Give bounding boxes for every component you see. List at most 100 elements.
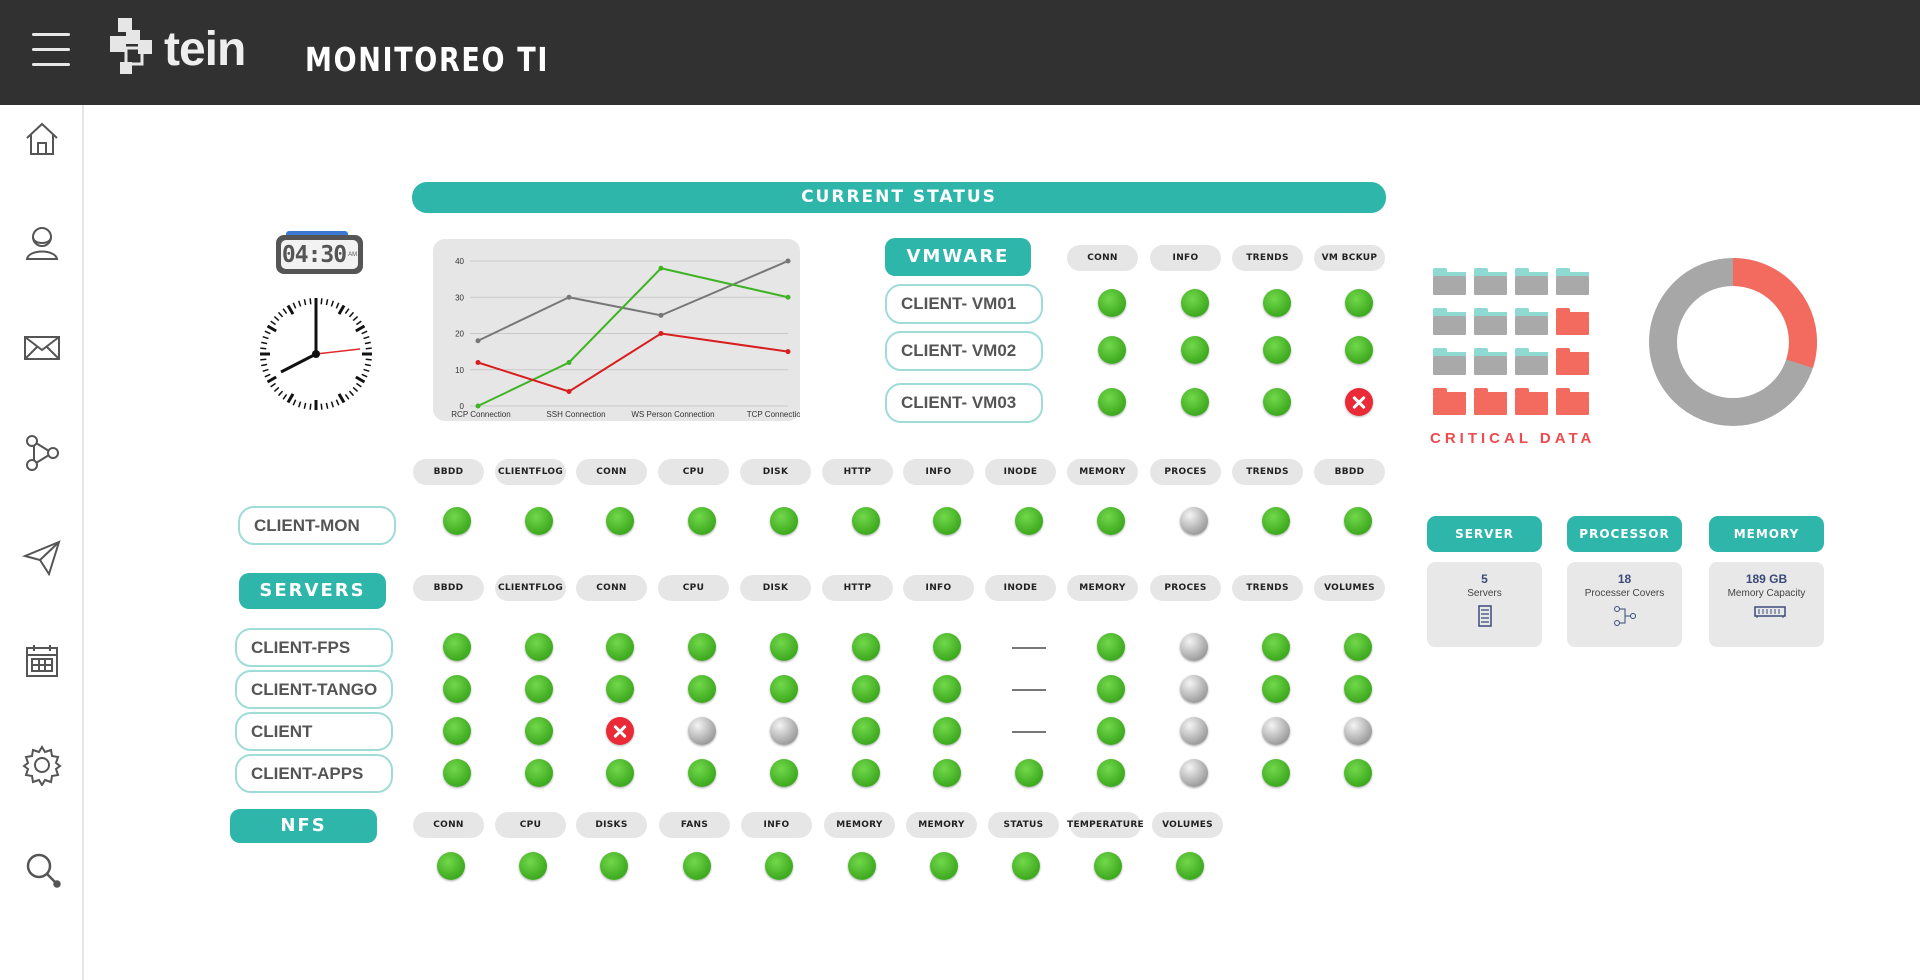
status-ok-indicator[interactable] <box>687 759 716 787</box>
status-ok-indicator[interactable] <box>442 675 471 703</box>
status-ok-indicator[interactable] <box>765 852 793 880</box>
status-ok-indicator[interactable] <box>605 675 634 703</box>
critical-folder-icon <box>1433 388 1466 415</box>
status-ok-indicator[interactable] <box>1096 633 1125 661</box>
status-unknown-indicator[interactable] <box>1343 717 1372 745</box>
status-ok-indicator[interactable] <box>524 759 553 787</box>
status-ok-indicator[interactable] <box>1181 388 1209 416</box>
status-ok-indicator[interactable] <box>848 852 876 880</box>
status-ok-indicator[interactable] <box>519 852 547 880</box>
status-ok-indicator[interactable] <box>524 675 553 703</box>
status-ok-indicator[interactable] <box>851 507 880 535</box>
status-ok-indicator[interactable] <box>930 852 958 880</box>
status-ok-indicator[interactable] <box>1263 336 1291 364</box>
status-ok-indicator[interactable] <box>932 675 961 703</box>
client-name-box[interactable]: CLIENT-FPS <box>235 628 393 667</box>
status-ok-indicator[interactable] <box>1261 675 1290 703</box>
status-ok-indicator[interactable] <box>1181 289 1209 317</box>
status-unknown-indicator[interactable] <box>1179 507 1208 535</box>
status-ok-indicator[interactable] <box>442 507 471 535</box>
status-ok-indicator[interactable] <box>1263 289 1291 317</box>
status-unknown-indicator[interactable] <box>1261 717 1290 745</box>
status-error-indicator[interactable] <box>605 717 634 745</box>
status-ok-indicator[interactable] <box>1181 336 1209 364</box>
send-icon[interactable] <box>20 535 64 579</box>
status-ok-indicator[interactable] <box>932 507 961 535</box>
client-name-box[interactable]: CLIENT- VM03 <box>885 383 1043 423</box>
status-ok-indicator[interactable] <box>1261 633 1290 661</box>
status-ok-indicator[interactable] <box>851 717 880 745</box>
status-ok-indicator[interactable] <box>1263 388 1291 416</box>
client-name-box[interactable]: CLIENT-MON <box>238 506 396 545</box>
status-ok-indicator[interactable] <box>605 507 634 535</box>
search-icon[interactable] <box>20 848 64 892</box>
status-ok-indicator[interactable] <box>1261 507 1290 535</box>
status-ok-indicator[interactable] <box>687 633 716 661</box>
status-unknown-indicator[interactable] <box>769 717 798 745</box>
user-icon[interactable] <box>20 221 64 265</box>
status-ok-indicator[interactable] <box>1343 507 1372 535</box>
status-ok-indicator[interactable] <box>1343 759 1372 787</box>
status-ok-indicator[interactable] <box>437 852 465 880</box>
calendar-icon[interactable] <box>20 639 64 683</box>
status-unknown-indicator[interactable] <box>1179 717 1208 745</box>
status-ok-indicator[interactable] <box>683 852 711 880</box>
chart-x-tick: RCP Connection <box>451 410 510 419</box>
status-unknown-indicator[interactable] <box>1179 675 1208 703</box>
status-ok-indicator[interactable] <box>1096 717 1125 745</box>
status-ok-indicator[interactable] <box>932 717 961 745</box>
status-ok-indicator[interactable] <box>1345 289 1373 317</box>
mail-icon[interactable] <box>20 326 64 370</box>
status-ok-indicator[interactable] <box>524 633 553 661</box>
status-ok-indicator[interactable] <box>1096 675 1125 703</box>
chart-y-tick: 30 <box>455 293 464 302</box>
status-ok-indicator[interactable] <box>687 675 716 703</box>
status-ok-indicator[interactable] <box>1098 388 1126 416</box>
status-error-indicator[interactable] <box>1345 388 1373 416</box>
status-ok-indicator[interactable] <box>1098 289 1126 317</box>
settings-icon[interactable] <box>20 743 64 787</box>
status-ok-indicator[interactable] <box>1094 852 1122 880</box>
status-ok-indicator[interactable] <box>769 759 798 787</box>
status-unknown-indicator[interactable] <box>1179 633 1208 661</box>
status-ok-indicator[interactable] <box>769 507 798 535</box>
status-ok-indicator[interactable] <box>1096 759 1125 787</box>
stat-value: 5 <box>1481 572 1488 586</box>
status-ok-indicator[interactable] <box>605 759 634 787</box>
status-ok-indicator[interactable] <box>932 759 961 787</box>
status-ok-indicator[interactable] <box>769 633 798 661</box>
status-ok-indicator[interactable] <box>1261 759 1290 787</box>
status-ok-indicator[interactable] <box>687 507 716 535</box>
home-icon[interactable] <box>20 117 64 161</box>
client-name-box[interactable]: CLIENT- VM02 <box>885 331 1043 371</box>
status-ok-indicator[interactable] <box>1012 852 1040 880</box>
status-ok-indicator[interactable] <box>851 675 880 703</box>
share-icon[interactable] <box>20 430 64 474</box>
status-ok-indicator[interactable] <box>769 675 798 703</box>
status-unknown-indicator[interactable] <box>687 717 716 745</box>
client-name-box[interactable]: CLIENT- VM01 <box>885 284 1043 324</box>
status-ok-indicator[interactable] <box>524 717 553 745</box>
status-ok-indicator[interactable] <box>932 633 961 661</box>
status-ok-indicator[interactable] <box>442 759 471 787</box>
status-ok-indicator[interactable] <box>1014 507 1043 535</box>
status-ok-indicator[interactable] <box>1343 675 1372 703</box>
status-ok-indicator[interactable] <box>600 852 628 880</box>
status-ok-indicator[interactable] <box>1014 759 1043 787</box>
client-name-box[interactable]: CLIENT-APPS <box>235 754 393 793</box>
status-ok-indicator[interactable] <box>442 717 471 745</box>
status-ok-indicator[interactable] <box>442 633 471 661</box>
status-ok-indicator[interactable] <box>605 633 634 661</box>
status-ok-indicator[interactable] <box>1343 633 1372 661</box>
client-name-box[interactable]: CLIENT <box>235 712 393 751</box>
status-ok-indicator[interactable] <box>1096 507 1125 535</box>
status-ok-indicator[interactable] <box>1098 336 1126 364</box>
status-ok-indicator[interactable] <box>851 633 880 661</box>
client-name-box[interactable]: CLIENT-TANGO <box>235 670 393 709</box>
menu-icon[interactable] <box>32 33 70 71</box>
status-ok-indicator[interactable] <box>851 759 880 787</box>
status-ok-indicator[interactable] <box>524 507 553 535</box>
status-ok-indicator[interactable] <box>1176 852 1204 880</box>
status-ok-indicator[interactable] <box>1345 336 1373 364</box>
status-unknown-indicator[interactable] <box>1179 759 1208 787</box>
